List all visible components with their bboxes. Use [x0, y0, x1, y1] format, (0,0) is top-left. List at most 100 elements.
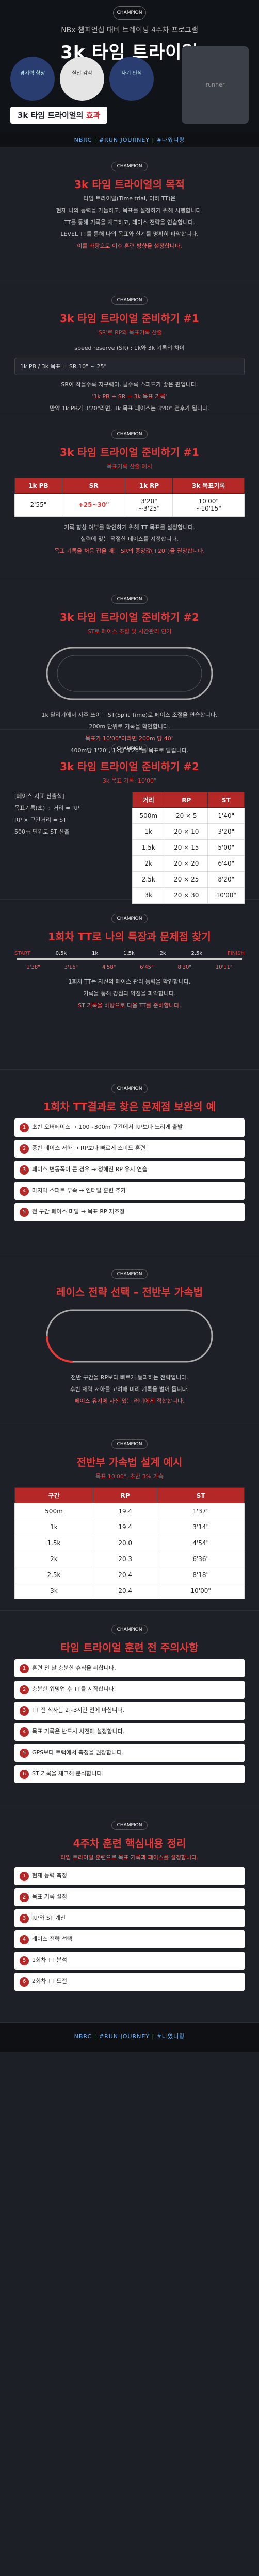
list-item: 3 TT 전 식사는 2~3시간 전에 마칩니다. [14, 1702, 245, 1720]
table-cell: 4'54" [157, 1535, 245, 1551]
champion-logo: CHAMPION [111, 595, 148, 604]
champion-logo: CHAMPION [111, 1269, 148, 1279]
table-cell: 20 × 10 [165, 823, 208, 840]
champion-logo: CHAMPION [111, 1821, 148, 1830]
page: CHAMPION NBx 챔피언십 대비 트레이닝 4주차 프로그램 3k 타임… [0, 0, 259, 2052]
section-title: 3k 타임 트라이얼 준비하기 #2 [60, 611, 199, 623]
list-text: 초반 오버페이스 → 100~300m 구간에서 RP보다 느리게 출발 [32, 1124, 183, 1130]
hero-section: CHAMPION NBx 챔피언십 대비 트레이닝 4주차 프로그램 3k 타임… [0, 0, 259, 132]
table-cell: 2k [132, 855, 166, 872]
table-cell: 3k [132, 887, 166, 904]
champion-logo: CHAMPION [111, 744, 148, 753]
checkpoint-time: 1'38" [26, 964, 40, 970]
checkpoint-time: 3'16" [64, 964, 78, 970]
checkpoint-labels: START 0.5k 1k 1.5k 2k 2.5k FINISH [14, 951, 245, 956]
checkpoint-label: START [14, 951, 30, 956]
table-header: SR [61, 478, 126, 494]
emphasis-text: 페이스 유지에 자신 있는 러너에게 적합합니다. [74, 1398, 185, 1404]
table-cell: 19.4 [92, 1519, 158, 1535]
list-number: 3 [20, 1914, 29, 1923]
section-prep-2b: CHAMPION 3k 타임 트라이얼 준비하기 #2 3k 목표 기록: 10… [0, 730, 259, 904]
table-header: 3k 목표기록 [172, 478, 245, 494]
section-strategy: CHAMPION 레이스 전략 선택 – 전반부 가속법 전반 구간을 RP보다… [0, 1255, 259, 1425]
table-cell: 20.0 [92, 1535, 158, 1551]
split-table: 거리 RP ST 500m 20 × 5 1'40" 1k 20 × 10 3'20" … [132, 792, 245, 904]
section-subtitle: ST로 페이스 조절 및 시간관리 연기 [87, 628, 172, 635]
table-cell: 2.5k [14, 1567, 93, 1583]
formula-list: [페이스 지표 산출식] 목표기록(초) ÷ 거리 = RP RP × 구간거리… [14, 792, 127, 904]
footer-tag-bar: NBRC | #RUN JOURNEY | #나였니랑 [0, 2023, 259, 2052]
checkpoint-label: 0.5k [55, 951, 67, 956]
list-item: 5 1회차 TT 분석 [14, 1952, 245, 1970]
list-number: 1 [20, 1872, 29, 1881]
list-text: 페이스 변동폭이 큰 경우 → 정해진 RP 유지 연습 [32, 1166, 148, 1173]
benefit-circle-2: 실전 감각 [60, 57, 104, 101]
section-purpose: CHAMPION 3k 타임 트라이얼의 목적 타임 트라이얼(Time tri… [0, 147, 259, 281]
list-item: 1 초반 오버페이스 → 100~300m 구간에서 RP보다 느리게 출발 [14, 1118, 245, 1137]
section-subtitle: 목표 10'00", 초반 3% 가속 [95, 1473, 164, 1480]
table-cell: 1'40" [207, 807, 245, 824]
paragraph: 400m당 1'20", 1k당 3'20"를 목표로 달립니다. [70, 747, 189, 754]
track-svg [46, 1309, 213, 1363]
list-item: 2 충분한 워밍업 후 TT를 시작합니다. [14, 1681, 245, 1699]
badge-text: 3k 타임 트라이얼의 [18, 111, 86, 120]
table-cell: 20 × 15 [165, 839, 208, 856]
list-number: 2 [20, 1893, 29, 1902]
table-row: 2.5k 20 × 25 8'20" [132, 871, 245, 888]
table-row: 1.5k 20.0 4'54" [14, 1535, 245, 1551]
list-text: 현재 능력 측정 [32, 1872, 67, 1879]
emphasis-text: 목표가 10'00"이라면 200m 당 40" [85, 735, 174, 742]
table-row: 1.5k 20 × 15 5'00" [132, 839, 245, 856]
tag-run-journey: #RUN JOURNEY [99, 2033, 150, 2040]
table-cell: 20 × 20 [165, 855, 208, 872]
checkpoint-label: 1k [92, 951, 99, 956]
benefit-circle-3: 자기 인식 [109, 57, 154, 101]
list-item: 1 현재 능력 측정 [14, 1867, 245, 1885]
list-text: 1회차 TT 분석 [32, 1957, 67, 1963]
table-row: 2.5k 20.4 8'18" [14, 1567, 245, 1583]
section-subtitle: 'SR'로 RP와 목표기록 산출 [96, 329, 163, 336]
checkpoint-times: 1'38" 3'16" 4'58" 6'45" 8'30" 10'11" [14, 964, 245, 970]
table-header: RP [165, 792, 208, 808]
formula-item: 500m 단위로 ST 산출 [14, 828, 70, 835]
table-cell: 8'18" [157, 1567, 245, 1583]
list-item: 6 ST 기록을 체크해 분석합니다. [14, 1765, 245, 1783]
list-text: 중반 페이스 저하 → RP보다 빠르게 스피드 훈련 [32, 1145, 146, 1151]
table-row: 500m 19.4 1'37" [14, 1503, 245, 1519]
paragraph: 200m 단위로 기록을 확인합니다. [89, 723, 170, 730]
table-row: 1k 19.4 3'14" [14, 1519, 245, 1535]
paragraph: 전반 구간을 RP보다 빠르게 통과하는 전략입니다. [71, 1374, 188, 1381]
section-title: 4주차 훈련 핵심내용 정리 [73, 1837, 186, 1850]
list-item: 3 페이스 변동폭이 큰 경우 → 정해진 RP 유지 연습 [14, 1161, 245, 1179]
section-subtitle: 3k 목표 기록: 10'00" [102, 777, 157, 784]
summary-list: 1 현재 능력 측정 2 목표 기록 설정 3 RP와 ST 계산 4 레이스 전략 선… [14, 1867, 245, 1991]
list-number: 1 [20, 1123, 29, 1132]
table-cell: 3'20" [207, 823, 245, 840]
list-text: 충분한 워밍업 후 TT를 시작합니다. [32, 1686, 116, 1692]
table-row: 3k 20 × 30 10'00" [132, 887, 245, 904]
paragraph: TT를 통해 기록을 체크하고, 레이스 전략을 연습합니다. [64, 219, 195, 226]
paragraph: 만약 1k PB가 3'20"라면, 3k 목표 페이스는 3'40" 전후가 … [50, 405, 209, 412]
table-cell: 10'00" ~10'15" [172, 493, 245, 517]
formula-box: 1k PB / 3k 목표 = SR 10" ~ 25" [14, 358, 245, 375]
track-diagram [14, 1305, 245, 1367]
list-number: 4 [20, 1935, 29, 1944]
section-title: 3k 타임 트라이얼 준비하기 #2 [60, 760, 199, 773]
table-cell: 6'36" [157, 1551, 245, 1567]
table-row: 3k 20.4 10'00" [14, 1583, 245, 1599]
formula-item: [페이스 지표 산출식] [14, 793, 64, 800]
paragraph: 기록 향상 여부를 확인하기 위해 TT 목표를 설정합니다. [64, 524, 195, 531]
target-table: 1k PB SR 1k RP 3k 목표기록 2'55" +25~30" 3'2… [14, 478, 245, 517]
paragraph: 실력에 맞는 적절한 페이스를 지정합니다. [80, 536, 179, 543]
paragraph: SR이 작을수록 지구력이, 클수록 스피드가 좋은 편입니다. [61, 381, 198, 388]
track-diagram [14, 642, 245, 704]
list-item: 3 RP와 ST 계산 [14, 1909, 245, 1927]
champion-logo: CHAMPION [111, 296, 148, 305]
section-subtitle: 목표기록 산출 예시 [107, 463, 152, 470]
paragraph: LEVEL TT를 통해 나의 목표와 한계를 명확히 파악합니다. [60, 231, 199, 238]
table-row: 500m 20 × 5 1'40" [132, 807, 245, 824]
section-title: 1회차 TT로 나의 특장과 문제점 찾기 [48, 930, 211, 943]
table-cell: 20.4 [92, 1583, 158, 1599]
list-number: 6 [20, 1977, 29, 1987]
